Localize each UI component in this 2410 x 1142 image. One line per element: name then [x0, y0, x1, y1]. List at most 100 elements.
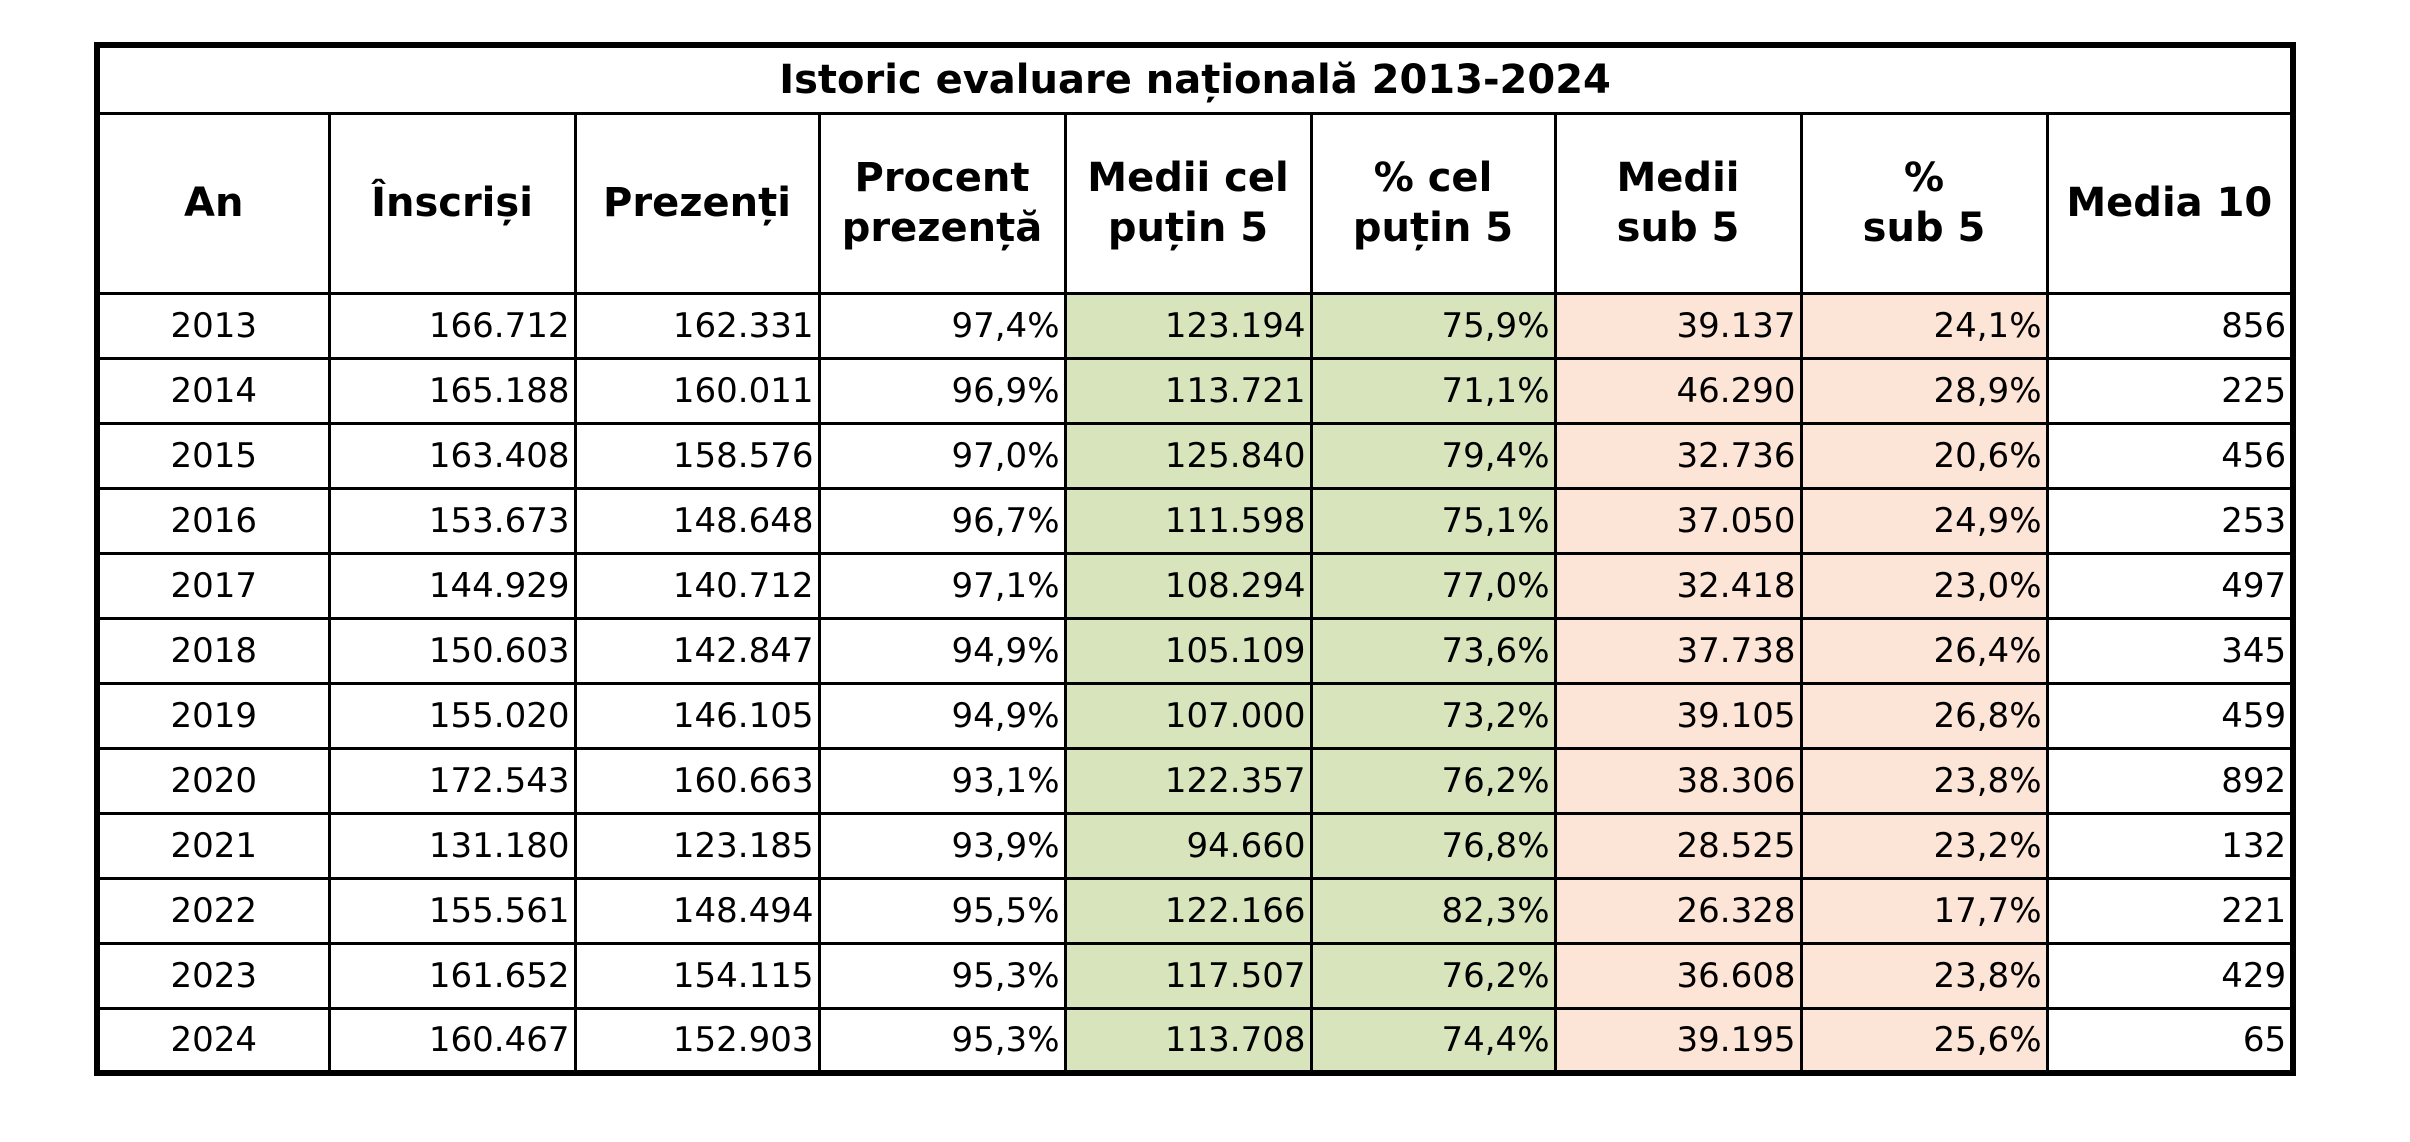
table-cell: 160.467 — [327, 1006, 577, 1076]
table-cell: 225 — [2045, 356, 2297, 425]
column-header: Prezenți — [573, 111, 821, 295]
table-cell: 65 — [2045, 1006, 2297, 1076]
table-cell: 23,2% — [1799, 811, 2049, 880]
table-cell: 37.050 — [1553, 486, 1803, 555]
table-cell: 93,9% — [817, 811, 1067, 880]
evaluation-history-table: Istoric evaluare națională 2013-2024 An Î… — [93, 42, 2297, 1076]
table-cell: 37.738 — [1553, 616, 1803, 685]
table-cell: 456 — [2045, 421, 2297, 490]
table-cell: 892 — [2045, 746, 2297, 815]
table-row: 2019 155.020 146.105 94,9% 107.000 73,2% 39.10… — [94, 681, 2297, 750]
table-cell: 123.185 — [573, 811, 821, 880]
table-cell: 142.847 — [573, 616, 821, 685]
table-body: 2013 166.712 162.331 97,4% 123.194 75,9% 39.13… — [94, 291, 2297, 1076]
column-header-line: Medii — [1616, 155, 1740, 201]
table-cell: 111.598 — [1063, 486, 1313, 555]
table-cell: 497 — [2045, 551, 2297, 620]
table-cell: 122.166 — [1063, 876, 1313, 945]
table-cell: 93,1% — [817, 746, 1067, 815]
column-header: % cel puțin 5 — [1309, 111, 1557, 295]
table-cell: 94,9% — [817, 616, 1067, 685]
table-cell: 113.708 — [1063, 1006, 1313, 1076]
table-cell: 32.736 — [1553, 421, 1803, 490]
table-cell: 46.290 — [1553, 356, 1803, 425]
table-cell: 95,5% — [817, 876, 1067, 945]
header-row: An Înscriși Prezenți Procent prezență Medii c… — [94, 111, 2297, 295]
table-row: 2016 153.673 148.648 96,7% 111.598 75,1% 37.05… — [94, 486, 2297, 555]
column-header-line: % cel — [1373, 155, 1493, 201]
table-cell: 856 — [2045, 291, 2297, 360]
table-cell: 71,1% — [1309, 356, 1557, 425]
table-cell: 75,1% — [1309, 486, 1557, 555]
year-cell: 2013 — [94, 291, 331, 360]
table-cell: 146.105 — [573, 681, 821, 750]
column-header-line: Medii cel — [1087, 155, 1289, 201]
table-cell: 95,3% — [817, 941, 1067, 1010]
table-cell: 76,2% — [1309, 941, 1557, 1010]
table-cell: 154.115 — [573, 941, 821, 1010]
table-row: 2013 166.712 162.331 97,4% 123.194 75,9% 39.13… — [94, 291, 2297, 360]
table-row: 2021 131.180 123.185 93,9% 94.660 76,8% 28.525… — [94, 811, 2297, 880]
table-cell: 23,8% — [1799, 746, 2049, 815]
year-cell: 2018 — [94, 616, 331, 685]
column-header-line: An — [184, 180, 244, 226]
table-row: 2024 160.467 152.903 95,3% 113.708 74,4% 39.19… — [94, 1006, 2297, 1076]
table-cell: 94,9% — [817, 681, 1067, 750]
table-cell: 221 — [2045, 876, 2297, 945]
table-cell: 123.194 — [1063, 291, 1313, 360]
table-row: 2020 172.543 160.663 93,1% 122.357 76,2% 38.30… — [94, 746, 2297, 815]
table-cell: 253 — [2045, 486, 2297, 555]
table-cell: 75,9% — [1309, 291, 1557, 360]
table-cell: 162.331 — [573, 291, 821, 360]
column-header-line: % — [1903, 155, 1945, 201]
year-cell: 2023 — [94, 941, 331, 1010]
column-header: Medii sub 5 — [1553, 111, 1803, 295]
year-cell: 2020 — [94, 746, 331, 815]
table-cell: 36.608 — [1553, 941, 1803, 1010]
table-cell: 97,0% — [817, 421, 1067, 490]
table-cell: 160.663 — [573, 746, 821, 815]
table-cell: 39.105 — [1553, 681, 1803, 750]
table-cell: 166.712 — [327, 291, 577, 360]
table-cell: 23,0% — [1799, 551, 2049, 620]
table-cell: 26,8% — [1799, 681, 2049, 750]
table-cell: 155.561 — [327, 876, 577, 945]
table-cell: 76,8% — [1309, 811, 1557, 880]
table-cell: 131.180 — [327, 811, 577, 880]
column-header-line: Procent — [854, 155, 1030, 201]
column-header-line: sub 5 — [1616, 205, 1740, 251]
column-header: Media 10 — [2045, 111, 2297, 295]
table-row: 2017 144.929 140.712 97,1% 108.294 77,0% 32.41… — [94, 551, 2297, 620]
table-cell: 163.408 — [327, 421, 577, 490]
table-cell: 73,2% — [1309, 681, 1557, 750]
column-header: Procent prezență — [817, 111, 1067, 295]
table-cell: 144.929 — [327, 551, 577, 620]
table-cell: 117.507 — [1063, 941, 1313, 1010]
table-cell: 28,9% — [1799, 356, 2049, 425]
table-cell: 82,3% — [1309, 876, 1557, 945]
table-cell: 74,4% — [1309, 1006, 1557, 1076]
column-header: % sub 5 — [1799, 111, 2049, 295]
column-header-line: Înscriși — [371, 180, 533, 226]
table-cell: 158.576 — [573, 421, 821, 490]
table-cell: 153.673 — [327, 486, 577, 555]
table-cell: 165.188 — [327, 356, 577, 425]
table-cell: 125.840 — [1063, 421, 1313, 490]
table-cell: 148.494 — [573, 876, 821, 945]
table-cell: 96,9% — [817, 356, 1067, 425]
table-cell: 20,6% — [1799, 421, 2049, 490]
column-header: Înscriși — [327, 111, 577, 295]
table-cell: 160.011 — [573, 356, 821, 425]
table-cell: 345 — [2045, 616, 2297, 685]
table-cell: 23,8% — [1799, 941, 2049, 1010]
table-cell: 172.543 — [327, 746, 577, 815]
table-cell: 94.660 — [1063, 811, 1313, 880]
year-cell: 2021 — [94, 811, 331, 880]
table-cell: 155.020 — [327, 681, 577, 750]
table-cell: 161.652 — [327, 941, 577, 1010]
table-cell: 152.903 — [573, 1006, 821, 1076]
table-cell: 24,9% — [1799, 486, 2049, 555]
table-cell: 24,1% — [1799, 291, 2049, 360]
column-header: An — [94, 111, 331, 295]
table-cell: 25,6% — [1799, 1006, 2049, 1076]
